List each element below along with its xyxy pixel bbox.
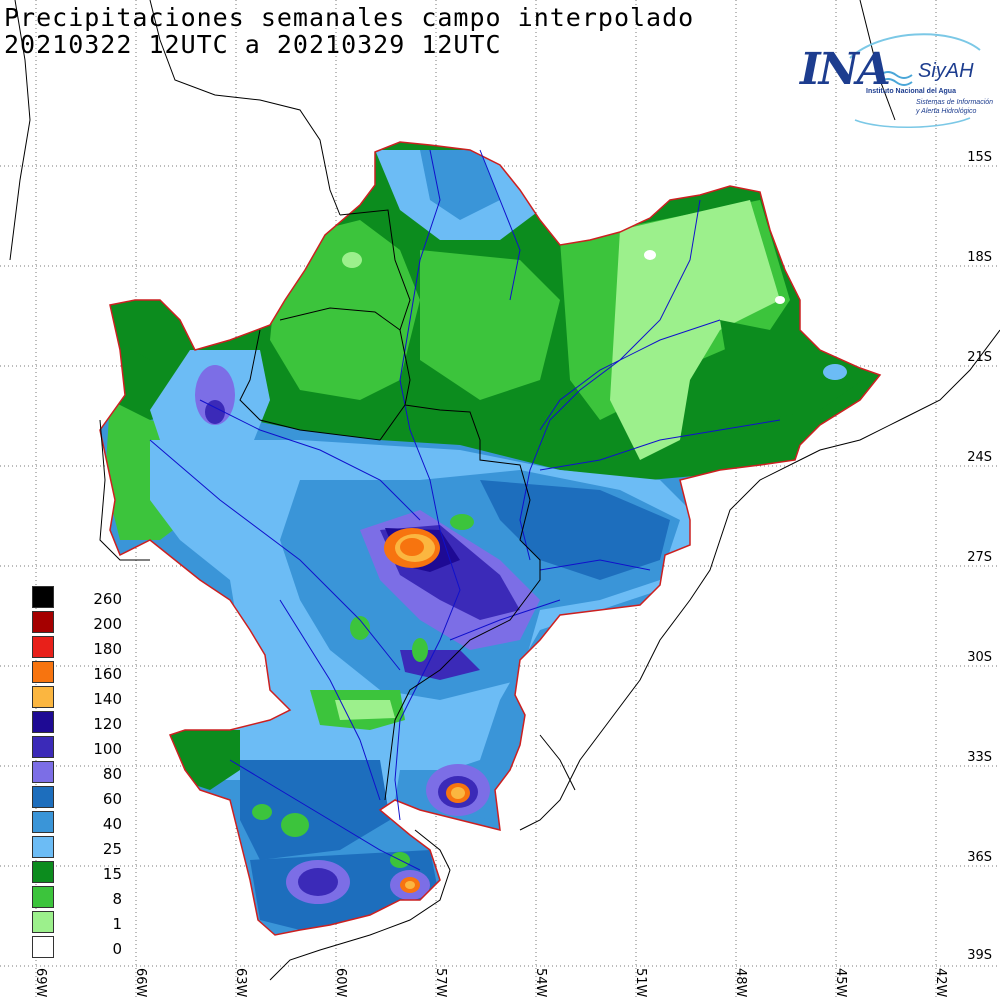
logo-subtitle-1: Sistemas de Información [916,99,994,106]
legend-label: 180 [93,640,122,658]
legend-label: 260 [93,590,122,608]
legend-swatch [32,936,54,958]
lon-label: 63W [233,968,248,998]
legend-label: 120 [93,715,122,733]
legend-swatch [32,586,54,608]
legend-swatch [32,686,54,708]
lat-label: 33S [967,750,992,765]
lat-label: 30S [967,650,992,665]
legend-label: 140 [93,690,122,708]
legend-swatch [32,786,54,808]
lat-label: 36S [967,850,992,865]
legend-label: 200 [93,615,122,633]
map-title: Precipitaciones semanales campo interpol… [4,3,695,32]
logo-ina-text: INA [800,44,891,95]
lon-label: 69W [33,968,48,998]
lon-label: 57W [433,968,448,998]
legend-swatch [32,886,54,908]
lat-label: 18S [967,250,992,265]
lon-label: 60W [333,968,348,998]
legend-label: 60 [102,790,122,808]
ina-siyah-logo: INA SiyAH Instituto Nacional del Agua Si… [800,30,995,130]
legend-label: 160 [93,665,122,683]
legend-label: 15 [102,865,122,883]
legend-label: 40 [102,815,122,833]
logo-siyah-text: SiyAH [918,60,974,82]
lat-label: 39S [967,948,992,963]
lon-label: 66W [133,968,148,998]
legend-swatch [32,661,54,683]
legend-label: 0 [112,940,122,958]
logo-arc-icon [849,33,981,129]
legend-swatch [32,711,54,733]
lon-label: 45W [833,968,848,998]
logo-subtitle-2: y Alerta Hidrológico [916,108,977,115]
legend-swatch [32,611,54,633]
lon-label: 51W [633,968,648,998]
legend-label: 80 [102,765,122,783]
legend-swatch [32,761,54,783]
lat-label: 21S [967,350,992,365]
map-date-range: 20210322 12UTC a 20210329 12UTC [4,30,502,59]
lat-label: 27S [967,550,992,565]
legend-swatch [32,911,54,933]
lat-label: 15S [967,150,992,165]
legend-swatch [32,811,54,833]
legend-swatch [32,736,54,758]
lon-label: 54W [533,968,548,998]
legend-label: 100 [93,740,122,758]
logo-org-text: Instituto Nacional del Agua [866,88,956,95]
legend-swatch [32,861,54,883]
legend-swatch [32,836,54,858]
lon-label: 42W [933,968,948,998]
legend-label: 25 [102,840,122,858]
lon-label: 48W [733,968,748,998]
lat-label: 24S [967,450,992,465]
legend-label: 8 [112,890,122,908]
legend-swatch [32,636,54,658]
legend-label: 1 [112,915,122,933]
